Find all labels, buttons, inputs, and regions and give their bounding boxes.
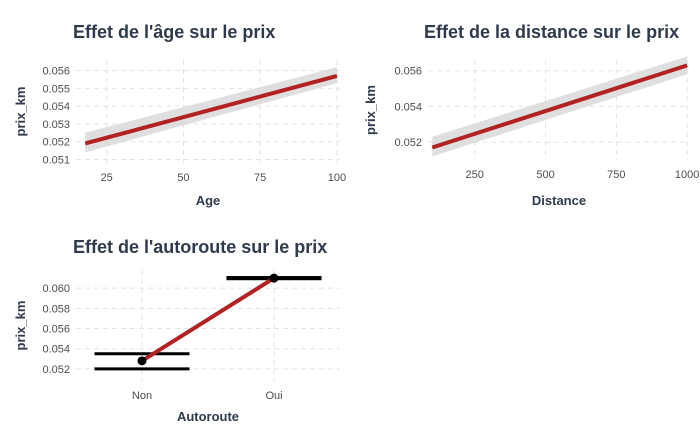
y-tick-label: 0.056 [394, 66, 422, 78]
x-tick-label: 75 [254, 172, 266, 184]
y-tick-label: 0.054 [394, 101, 422, 113]
x-axis-title: Age [196, 193, 221, 208]
x-tick-label: 25 [101, 172, 113, 184]
y-tick-label: 0.060 [42, 283, 70, 295]
y-tick-label: 0.052 [42, 364, 70, 376]
chart-title: Effet de l'âge sur le prix [73, 22, 275, 42]
x-tick-label: Non [132, 390, 152, 402]
effect-line [140, 276, 276, 363]
x-axis-title: Distance [532, 193, 586, 208]
y-tick-label: 0.055 [42, 83, 70, 95]
y-axis-title: prix_km [13, 87, 28, 137]
y-tick-label: 0.054 [42, 344, 70, 356]
estimate-point [269, 273, 279, 283]
x-tick-label: 100 [328, 172, 346, 184]
y-tick-label: 0.054 [42, 101, 70, 113]
x-axis-title: Autoroute [177, 409, 239, 424]
effect-line [84, 74, 338, 146]
chart-title: Effet de la distance sur le prix [424, 22, 679, 42]
estimate-point [137, 356, 147, 366]
y-tick-label: 0.056 [42, 324, 70, 336]
panel-age: Effet de l'âge sur le prix Age prix_km 0.05… [13, 22, 346, 208]
y-axis-title: prix_km [363, 85, 378, 135]
x-tick-label: Oui [265, 390, 282, 402]
x-tick-label: 500 [536, 169, 554, 181]
panel-distance: Effet de la distance sur le prix Distance… [363, 22, 699, 208]
y-tick-label: 0.053 [42, 119, 70, 131]
y-tick-label: 0.058 [42, 303, 70, 315]
effect-line [431, 63, 688, 150]
y-axis-title: prix_km [13, 301, 28, 351]
y-tick-label: 0.052 [42, 137, 70, 149]
x-tick-label: 1000 [675, 169, 699, 181]
x-tick-label: 250 [466, 169, 484, 181]
chart-title: Effet de l'autoroute sur le prix [73, 237, 327, 257]
x-tick-label: 50 [177, 172, 189, 184]
y-tick-label: 0.052 [394, 137, 422, 149]
y-tick-label: 0.056 [42, 66, 70, 78]
panel-autoroute: Effet de l'autoroute sur le prix Autorout… [13, 237, 340, 424]
x-tick-label: 750 [607, 169, 625, 181]
y-tick-label: 0.051 [42, 154, 70, 166]
